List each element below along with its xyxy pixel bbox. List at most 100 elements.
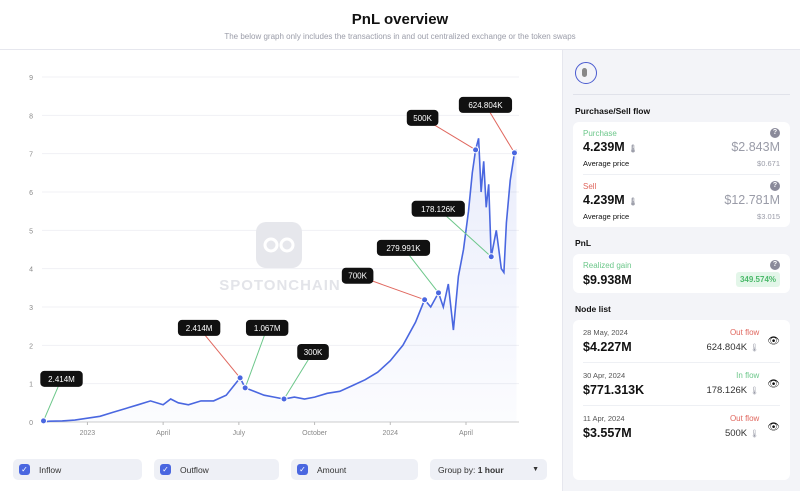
annotation-label: 178.126K	[421, 205, 456, 214]
chart-controls: ✓ Inflow ✓ Outflow ✓ Amount Group by: 1 hou…	[13, 459, 547, 480]
node-flow: Out flow	[729, 414, 760, 423]
checkbox-checked-icon[interactable]: ✓	[297, 464, 308, 475]
node-point[interactable]	[236, 374, 244, 382]
token-icon	[575, 62, 597, 84]
purchase-sell-card: Purchase? 4.239M 🌡 $2.843M Average price $…	[573, 122, 790, 227]
annotation-connector	[244, 327, 268, 389]
annotation-label-bg[interactable]	[376, 239, 431, 256]
header: PnL overview The below graph only includ…	[0, 0, 800, 50]
node-point[interactable]	[472, 146, 480, 154]
checkbox-checked-icon[interactable]: ✓	[19, 464, 30, 475]
sell-value: $12.781M	[724, 193, 780, 207]
annotation-label-bg[interactable]	[406, 109, 439, 126]
pnl-heading: PnL	[575, 238, 592, 248]
node-list-item[interactable]: 11 Apr, 2024 Out flow $3.557M 500K 🌡 👁	[583, 414, 780, 440]
realized-gain-percent: 349.574%	[735, 272, 780, 287]
avg-price-label: Average price	[583, 159, 630, 168]
eye-hidden-icon[interactable]: 👁	[767, 421, 780, 433]
node-point[interactable]	[434, 289, 442, 297]
node-value: $4.227M	[583, 340, 632, 354]
sell-label: Sell	[583, 181, 597, 191]
annotation-label-bg[interactable]	[177, 319, 221, 336]
node-date: 28 May, 2024	[583, 328, 628, 337]
watermark: SPOTONCHAIN	[219, 222, 341, 294]
purchase-amount: 4.239M 🌡	[583, 140, 638, 154]
x-tick-label: 2023	[80, 430, 96, 437]
y-tick-label: 6	[29, 190, 33, 197]
y-tick-label: 7	[29, 152, 33, 159]
eye-hidden-icon[interactable]: 👁	[767, 335, 780, 347]
annotation-label-bg[interactable]	[458, 96, 513, 113]
annotation-label-bg[interactable]	[341, 267, 374, 284]
annotation-label-bg[interactable]	[245, 319, 289, 336]
eye-hidden-icon[interactable]: 👁	[767, 378, 780, 390]
inflow-label: Inflow	[39, 464, 62, 475]
purchase-value: $2.843M	[731, 140, 780, 154]
x-tick-label: April	[459, 430, 473, 437]
inflow-toggle[interactable]: ✓ Inflow	[13, 459, 142, 480]
help-icon[interactable]: ?	[770, 181, 780, 191]
y-tick-label: 1	[29, 382, 33, 389]
annotation-label-bg[interactable]	[411, 200, 465, 217]
annotation-label-bg[interactable]	[297, 344, 329, 360]
node-flow: In flow	[736, 371, 760, 380]
node-point[interactable]	[241, 384, 249, 392]
node-date: 30 Apr, 2024	[583, 371, 626, 380]
annotation-label: 624.804K	[468, 101, 503, 110]
amount-toggle[interactable]: ✓ Amount	[291, 459, 418, 480]
node-amount: 178.126K 🌡	[706, 384, 760, 396]
token-icon: 🌡	[628, 144, 638, 153]
y-tick-label: 5	[29, 228, 33, 235]
annotation-label: 500K	[413, 114, 432, 123]
page-subtitle: The below graph only includes the transa…	[224, 32, 576, 41]
token-icon: 🌡	[628, 197, 638, 206]
node-point[interactable]	[40, 417, 48, 425]
node-flow: Out flow	[729, 328, 760, 337]
amount-line	[41, 138, 518, 423]
node-value: $771.313K	[583, 383, 645, 397]
node-point[interactable]	[421, 296, 429, 304]
node-point[interactable]	[487, 253, 495, 261]
page-title: PnL overview	[351, 11, 449, 28]
realized-gain-value: $9.938M	[583, 272, 632, 287]
sell-avg-price: $3.015	[757, 212, 780, 221]
node-date: 11 Apr, 2024	[583, 414, 625, 423]
y-tick-label: 2	[29, 343, 33, 350]
node-amount: 500K 🌡	[724, 427, 760, 439]
node-point[interactable]	[510, 149, 518, 157]
amount-label: Amount	[317, 464, 347, 475]
token-icon: 🌡	[749, 385, 760, 395]
help-icon[interactable]: ?	[770, 128, 780, 138]
y-tick-label: 3	[29, 305, 33, 312]
group-by-value: 1 hour	[477, 464, 504, 475]
annotation-label: 1.067M	[254, 324, 281, 333]
token-icon: 🌡	[749, 428, 760, 438]
watermark-text: SPOTONCHAIN	[219, 277, 341, 294]
x-tick-label: October	[302, 430, 328, 437]
outflow-toggle[interactable]: ✓ Outflow	[154, 459, 279, 480]
annotation-label: 2.414M	[186, 324, 213, 333]
node-amount: 624.804K 🌡	[706, 341, 760, 353]
amount-area	[42, 138, 517, 423]
group-by-select[interactable]: Group by: 1 hour ▼	[430, 459, 547, 480]
x-tick-label: April	[156, 430, 170, 437]
caret-down-icon: ▼	[532, 466, 539, 473]
annotation-label: 300K	[304, 348, 323, 357]
node-point[interactable]	[280, 395, 288, 403]
summary-panel: Purchase/Sell flow Purchase? 4.239M 🌡 $2.…	[562, 50, 800, 491]
group-by-label: Group by:	[438, 464, 476, 475]
node-list-item[interactable]: 28 May, 2024 Out flow $4.227M 624.804K 🌡 👁	[583, 328, 780, 354]
y-tick-label: 4	[29, 267, 33, 274]
help-icon[interactable]: ?	[770, 260, 780, 270]
node-list: 28 May, 2024 Out flow $4.227M 624.804K 🌡 👁…	[573, 320, 790, 480]
annotation-label: 279.991K	[386, 244, 421, 253]
y-tick-label: 0	[29, 420, 33, 427]
outflow-label: Outflow	[180, 464, 209, 475]
y-tick-label: 9	[29, 75, 33, 82]
checkbox-checked-icon[interactable]: ✓	[160, 464, 171, 475]
node-list-item[interactable]: 30 Apr, 2024 In flow $771.313K 178.126K 🌡 …	[583, 371, 780, 397]
annotation-connector	[198, 327, 241, 379]
annotation-label-bg[interactable]	[40, 370, 83, 387]
purchase-avg-price: $0.671	[757, 159, 780, 168]
